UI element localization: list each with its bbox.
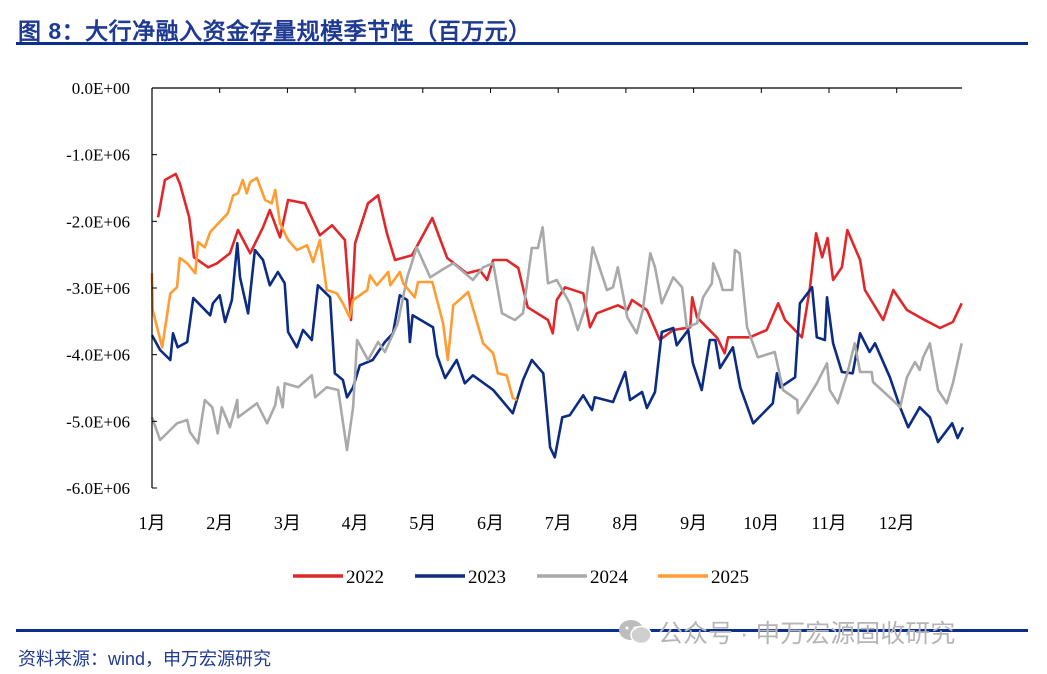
y-tick-label: -1.0E+06 <box>66 146 130 165</box>
y-tick-label: -4.0E+06 <box>66 346 130 365</box>
series-lines <box>150 172 965 459</box>
series-line-2025 <box>150 176 518 402</box>
x-tick-label: 8月 <box>612 513 639 533</box>
header-divider <box>16 42 1028 45</box>
x-tick-label: 12月 <box>879 513 915 533</box>
x-tick-label: 5月 <box>409 513 436 533</box>
wechat-icon <box>618 619 652 645</box>
x-tick-label: 7月 <box>545 513 572 533</box>
series-line-2023 <box>150 242 965 459</box>
x-tick-label: 11月 <box>811 513 846 533</box>
x-tick-label: 2月 <box>206 513 233 533</box>
watermark: 公众号 · 申万宏源固收研究 <box>618 614 955 650</box>
legend: 2022 2023 2024 2025 <box>293 567 749 588</box>
legend-label-2024: 2024 <box>590 567 629 588</box>
x-tick-labels: 1月 2月 3月 4月 5月 6月 7月 8月 9月 10月 11月 12月 <box>139 513 915 533</box>
y-tick-label: -3.0E+06 <box>66 279 130 298</box>
y-tick-label: -2.0E+06 <box>66 212 130 231</box>
y-tick-label: 0.0E+00 <box>72 79 130 98</box>
x-tick-label: 1月 <box>139 513 166 533</box>
x-tick-label: 9月 <box>680 513 707 533</box>
series-line-2024 <box>150 226 963 452</box>
series-line-2022 <box>156 172 963 355</box>
axes <box>151 87 962 489</box>
legend-label-2023: 2023 <box>468 567 506 588</box>
watermark-text: 公众号 · 申万宏源固收研究 <box>658 620 956 648</box>
legend-label-2025: 2025 <box>711 567 749 588</box>
source-note: 资料来源：wind，申万宏源研究 <box>18 649 272 669</box>
y-tick-label: -6.0E+06 <box>66 479 130 498</box>
x-tick-label: 6月 <box>477 513 504 533</box>
y-tick-labels: 0.0E+00 -1.0E+06 -2.0E+06 -3.0E+06 -4.0E+06 -… <box>66 79 130 498</box>
legend-label-2022: 2022 <box>346 567 384 588</box>
footer-divider <box>16 629 1028 632</box>
x-tick-label: 3月 <box>274 513 301 533</box>
y-tick-label: -5.0E+06 <box>66 412 130 431</box>
chart-title: 图 8：大行净融入资金存量规模季节性（百万元） <box>18 18 532 44</box>
x-tick-label: 10月 <box>743 513 779 533</box>
x-tick-label: 4月 <box>342 513 369 533</box>
